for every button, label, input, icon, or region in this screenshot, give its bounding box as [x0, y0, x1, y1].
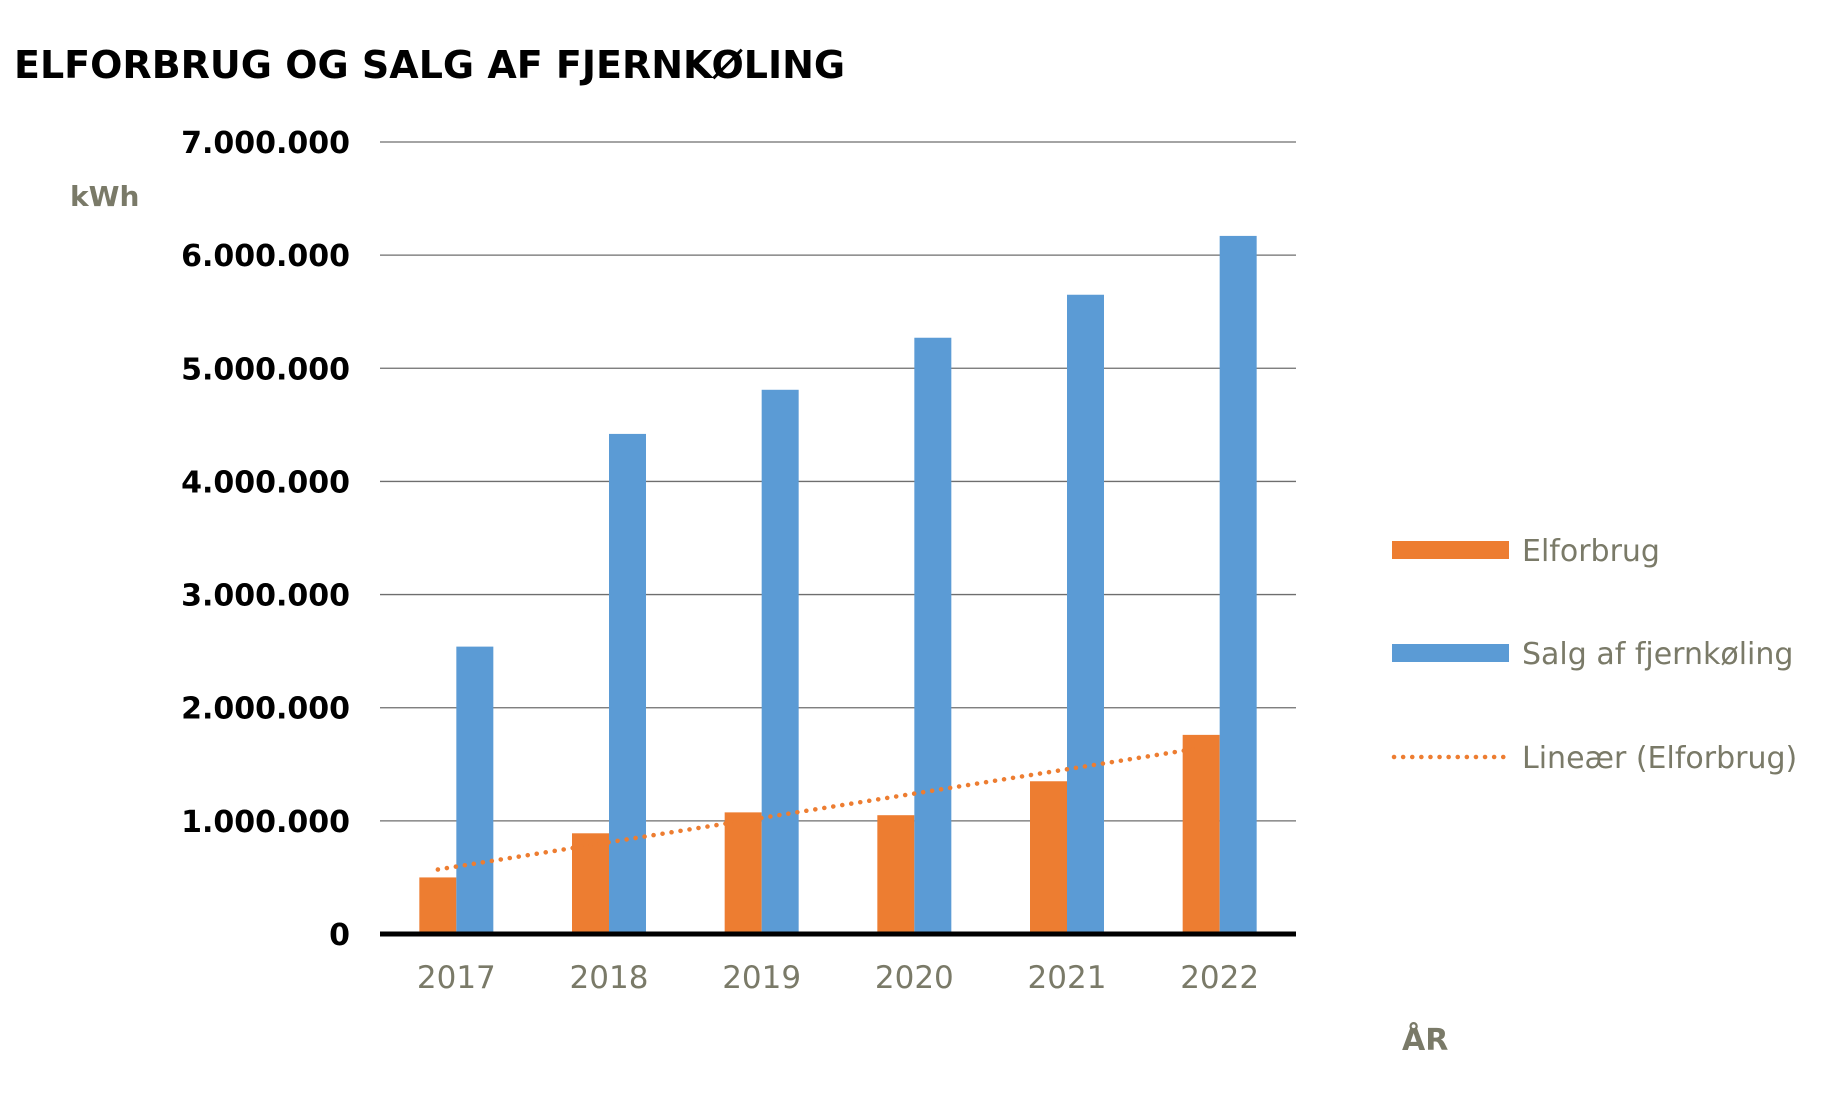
- y-tick-labels: 0 1.000.000 2.000.000 3.000.000 4.000.000 5.0…: [181, 126, 350, 953]
- bar-elforbrug-2018: [572, 833, 609, 934]
- trendline: [435, 745, 1204, 872]
- bar-elforbrug-2019: [724, 812, 762, 934]
- gridlines: [380, 141, 1296, 822]
- bar-elforbrug-2020: [877, 815, 915, 934]
- bar-salg-2022: [1219, 235, 1257, 934]
- y-tick-label: 4.000.000: [181, 465, 350, 500]
- legend-label: Salg af fjernkøling: [1522, 637, 1793, 672]
- legend-label: Lineær (Elforbrug): [1522, 741, 1797, 776]
- y-tick-label: 3.000.000: [181, 579, 350, 614]
- y-tick-label: 1.000.000: [181, 805, 350, 840]
- y-tick-label: 7.000.000: [181, 126, 350, 161]
- bars: [419, 235, 1257, 935]
- bar-salg-2019: [761, 389, 799, 935]
- y-axis-label: kWh: [70, 180, 139, 213]
- x-tick-label: 2020: [875, 960, 954, 996]
- bar-elforbrug-2021: [1030, 781, 1067, 934]
- bar-salg-2017: [456, 646, 494, 934]
- trendline-elforbrug: [435, 745, 1204, 872]
- bar-salg-2018: [609, 433, 646, 934]
- x-tick-labels: 2017 2018 2019 2020 2021 2022: [417, 960, 1259, 996]
- y-tick-label: 0: [329, 918, 350, 953]
- legend-swatch: [1392, 541, 1509, 559]
- x-tick-label: 2019: [722, 960, 801, 996]
- legend: Elforbrug Salg af fjernkøling Lineær (Elfo…: [1391, 534, 1797, 776]
- legend-swatch: [1392, 644, 1509, 662]
- y-tick-label: 2.000.000: [181, 692, 350, 727]
- x-axis-label: ÅR: [1402, 1021, 1448, 1058]
- bar-elforbrug-2017: [419, 877, 457, 934]
- y-tick-label: 5.000.000: [181, 352, 350, 387]
- x-tick-label: 2017: [417, 960, 496, 996]
- bar-salg-2020: [914, 337, 952, 934]
- x-tick-label: 2021: [1028, 960, 1107, 996]
- y-tick-label: 6.000.000: [181, 239, 350, 274]
- legend-label: Elforbrug: [1522, 534, 1660, 569]
- chart-title: ELFORBRUG OG SALG AF FJERNKØLING: [14, 43, 845, 87]
- x-tick-label: 2018: [570, 960, 649, 996]
- bar-salg-2021: [1067, 294, 1104, 934]
- x-tick-label: 2022: [1180, 960, 1259, 996]
- bar-elforbrug-2022: [1182, 734, 1220, 934]
